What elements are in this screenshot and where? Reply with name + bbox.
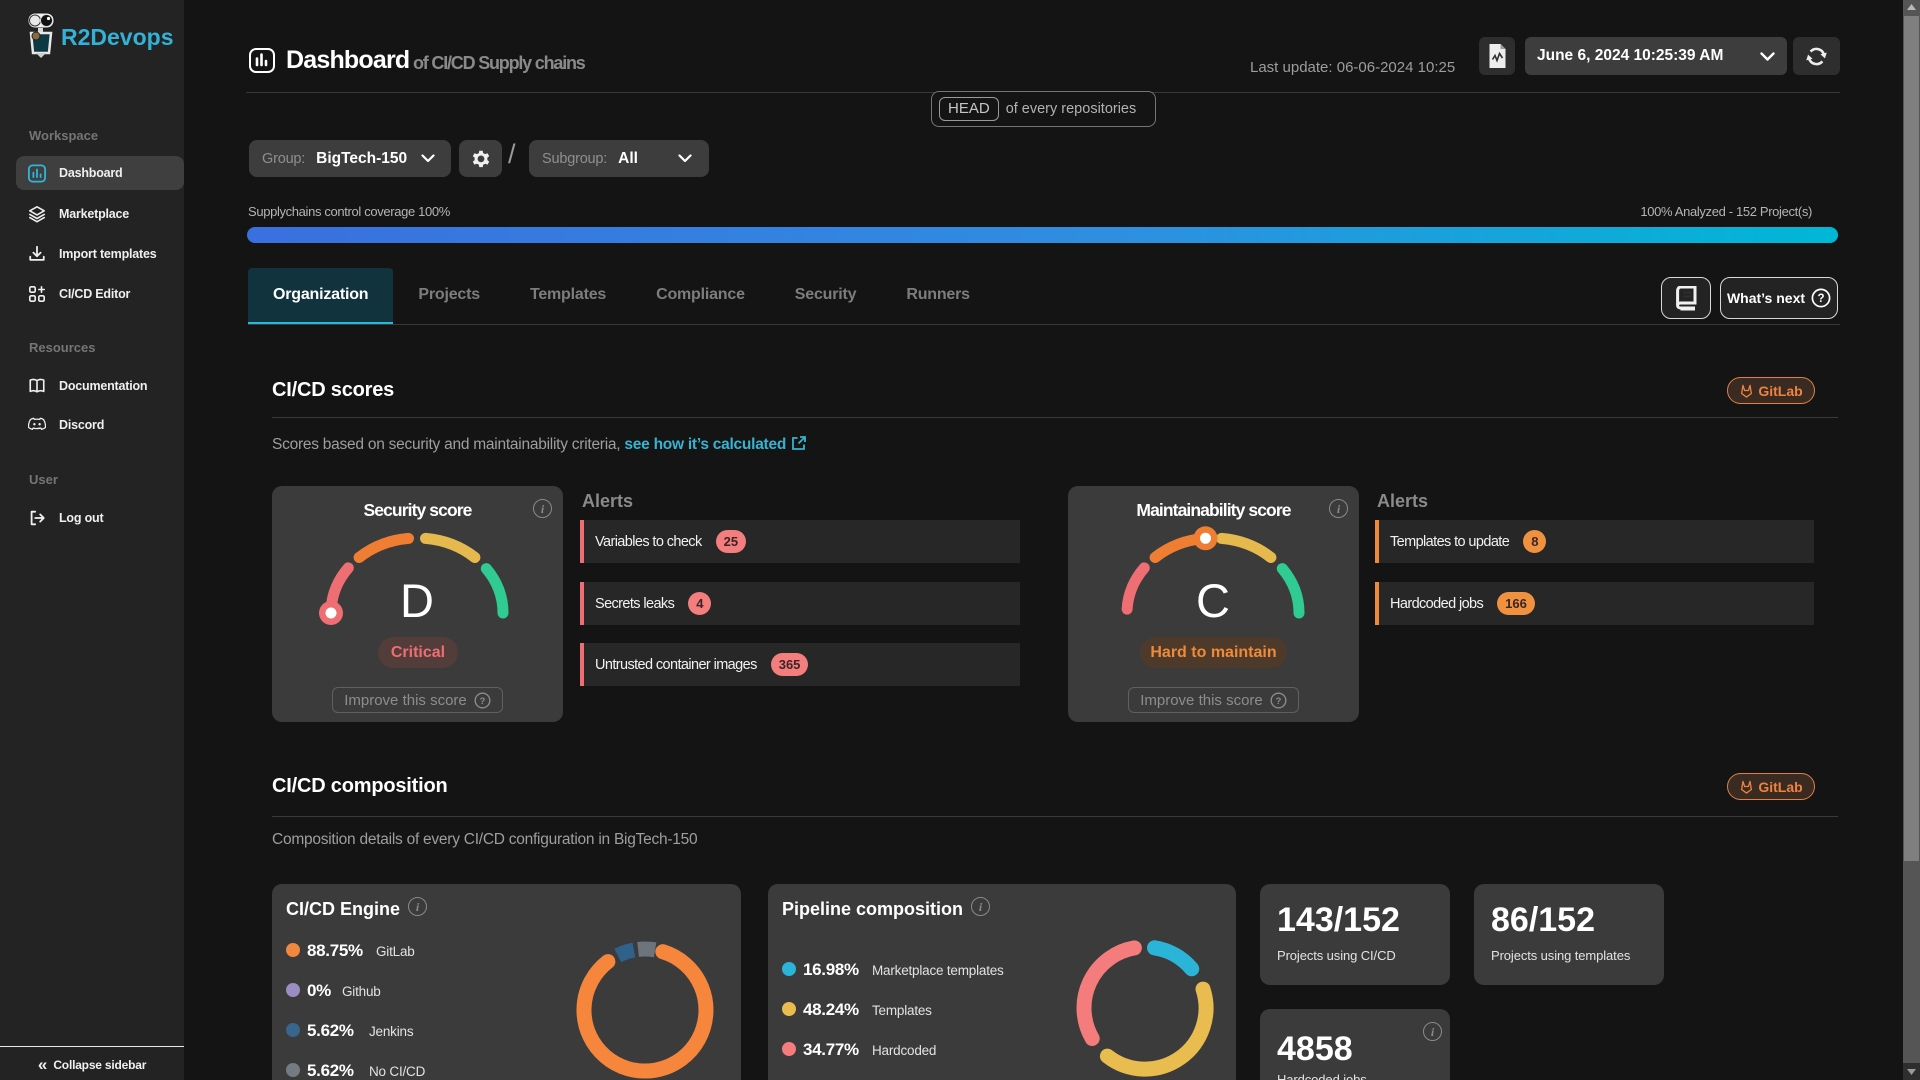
svg-text:?: ?	[1275, 695, 1281, 705]
svg-text:?: ?	[1818, 293, 1825, 305]
svg-text:C: C	[1196, 574, 1230, 627]
svg-text:D: D	[400, 574, 434, 627]
svg-text:?: ?	[479, 695, 485, 705]
